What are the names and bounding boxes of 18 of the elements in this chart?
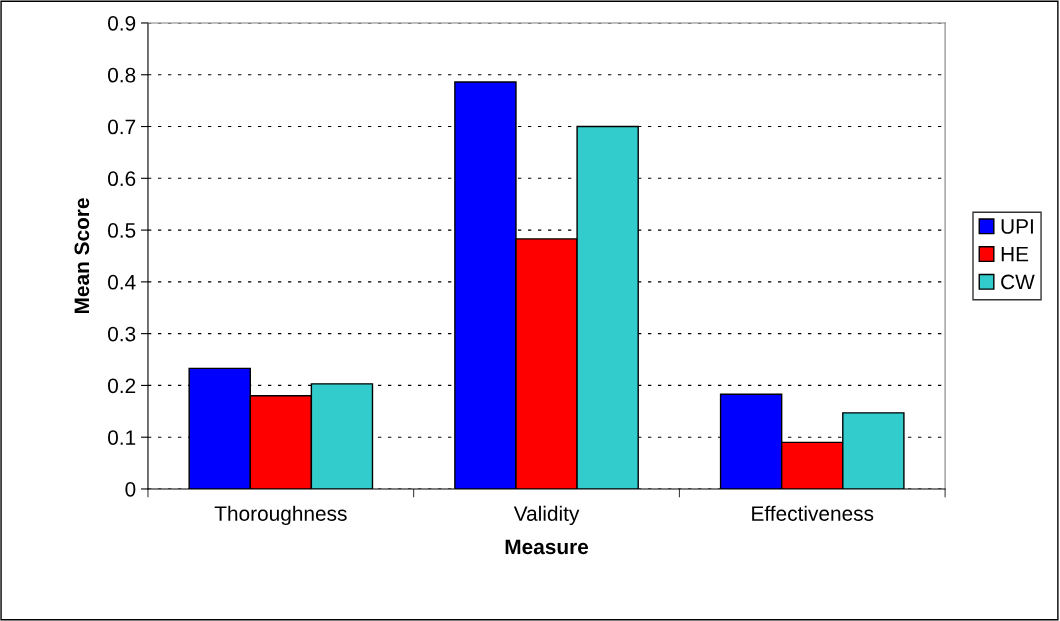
y-tick-label: 0	[125, 481, 136, 497]
y-tick-label: 0.7	[108, 119, 136, 135]
y-tick-label: 0.8	[108, 67, 136, 83]
x-axis-title: Measure	[505, 539, 589, 555]
x-tick-label: Validity	[513, 505, 580, 526]
y-tick-label: 0.6	[108, 171, 136, 187]
y-tick-label: 0.5	[108, 223, 136, 238]
y-tick-label: 0.9	[108, 15, 136, 31]
y-tick-label: 0.4	[108, 274, 136, 290]
legend-label: CW	[1001, 274, 1035, 290]
x-tick-label: Thoroughness	[214, 505, 347, 526]
legend-label: HE	[1001, 247, 1029, 262]
y-tick-label: 0.3	[108, 326, 136, 342]
y-tick-label: 0.2	[108, 378, 136, 394]
y-tick-label: 0.1	[108, 430, 136, 445]
legend-label: UPI	[1001, 219, 1033, 234]
y-axis-title: Mean Score	[74, 198, 90, 314]
x-tick-label: Effectiveness	[752, 505, 874, 521]
